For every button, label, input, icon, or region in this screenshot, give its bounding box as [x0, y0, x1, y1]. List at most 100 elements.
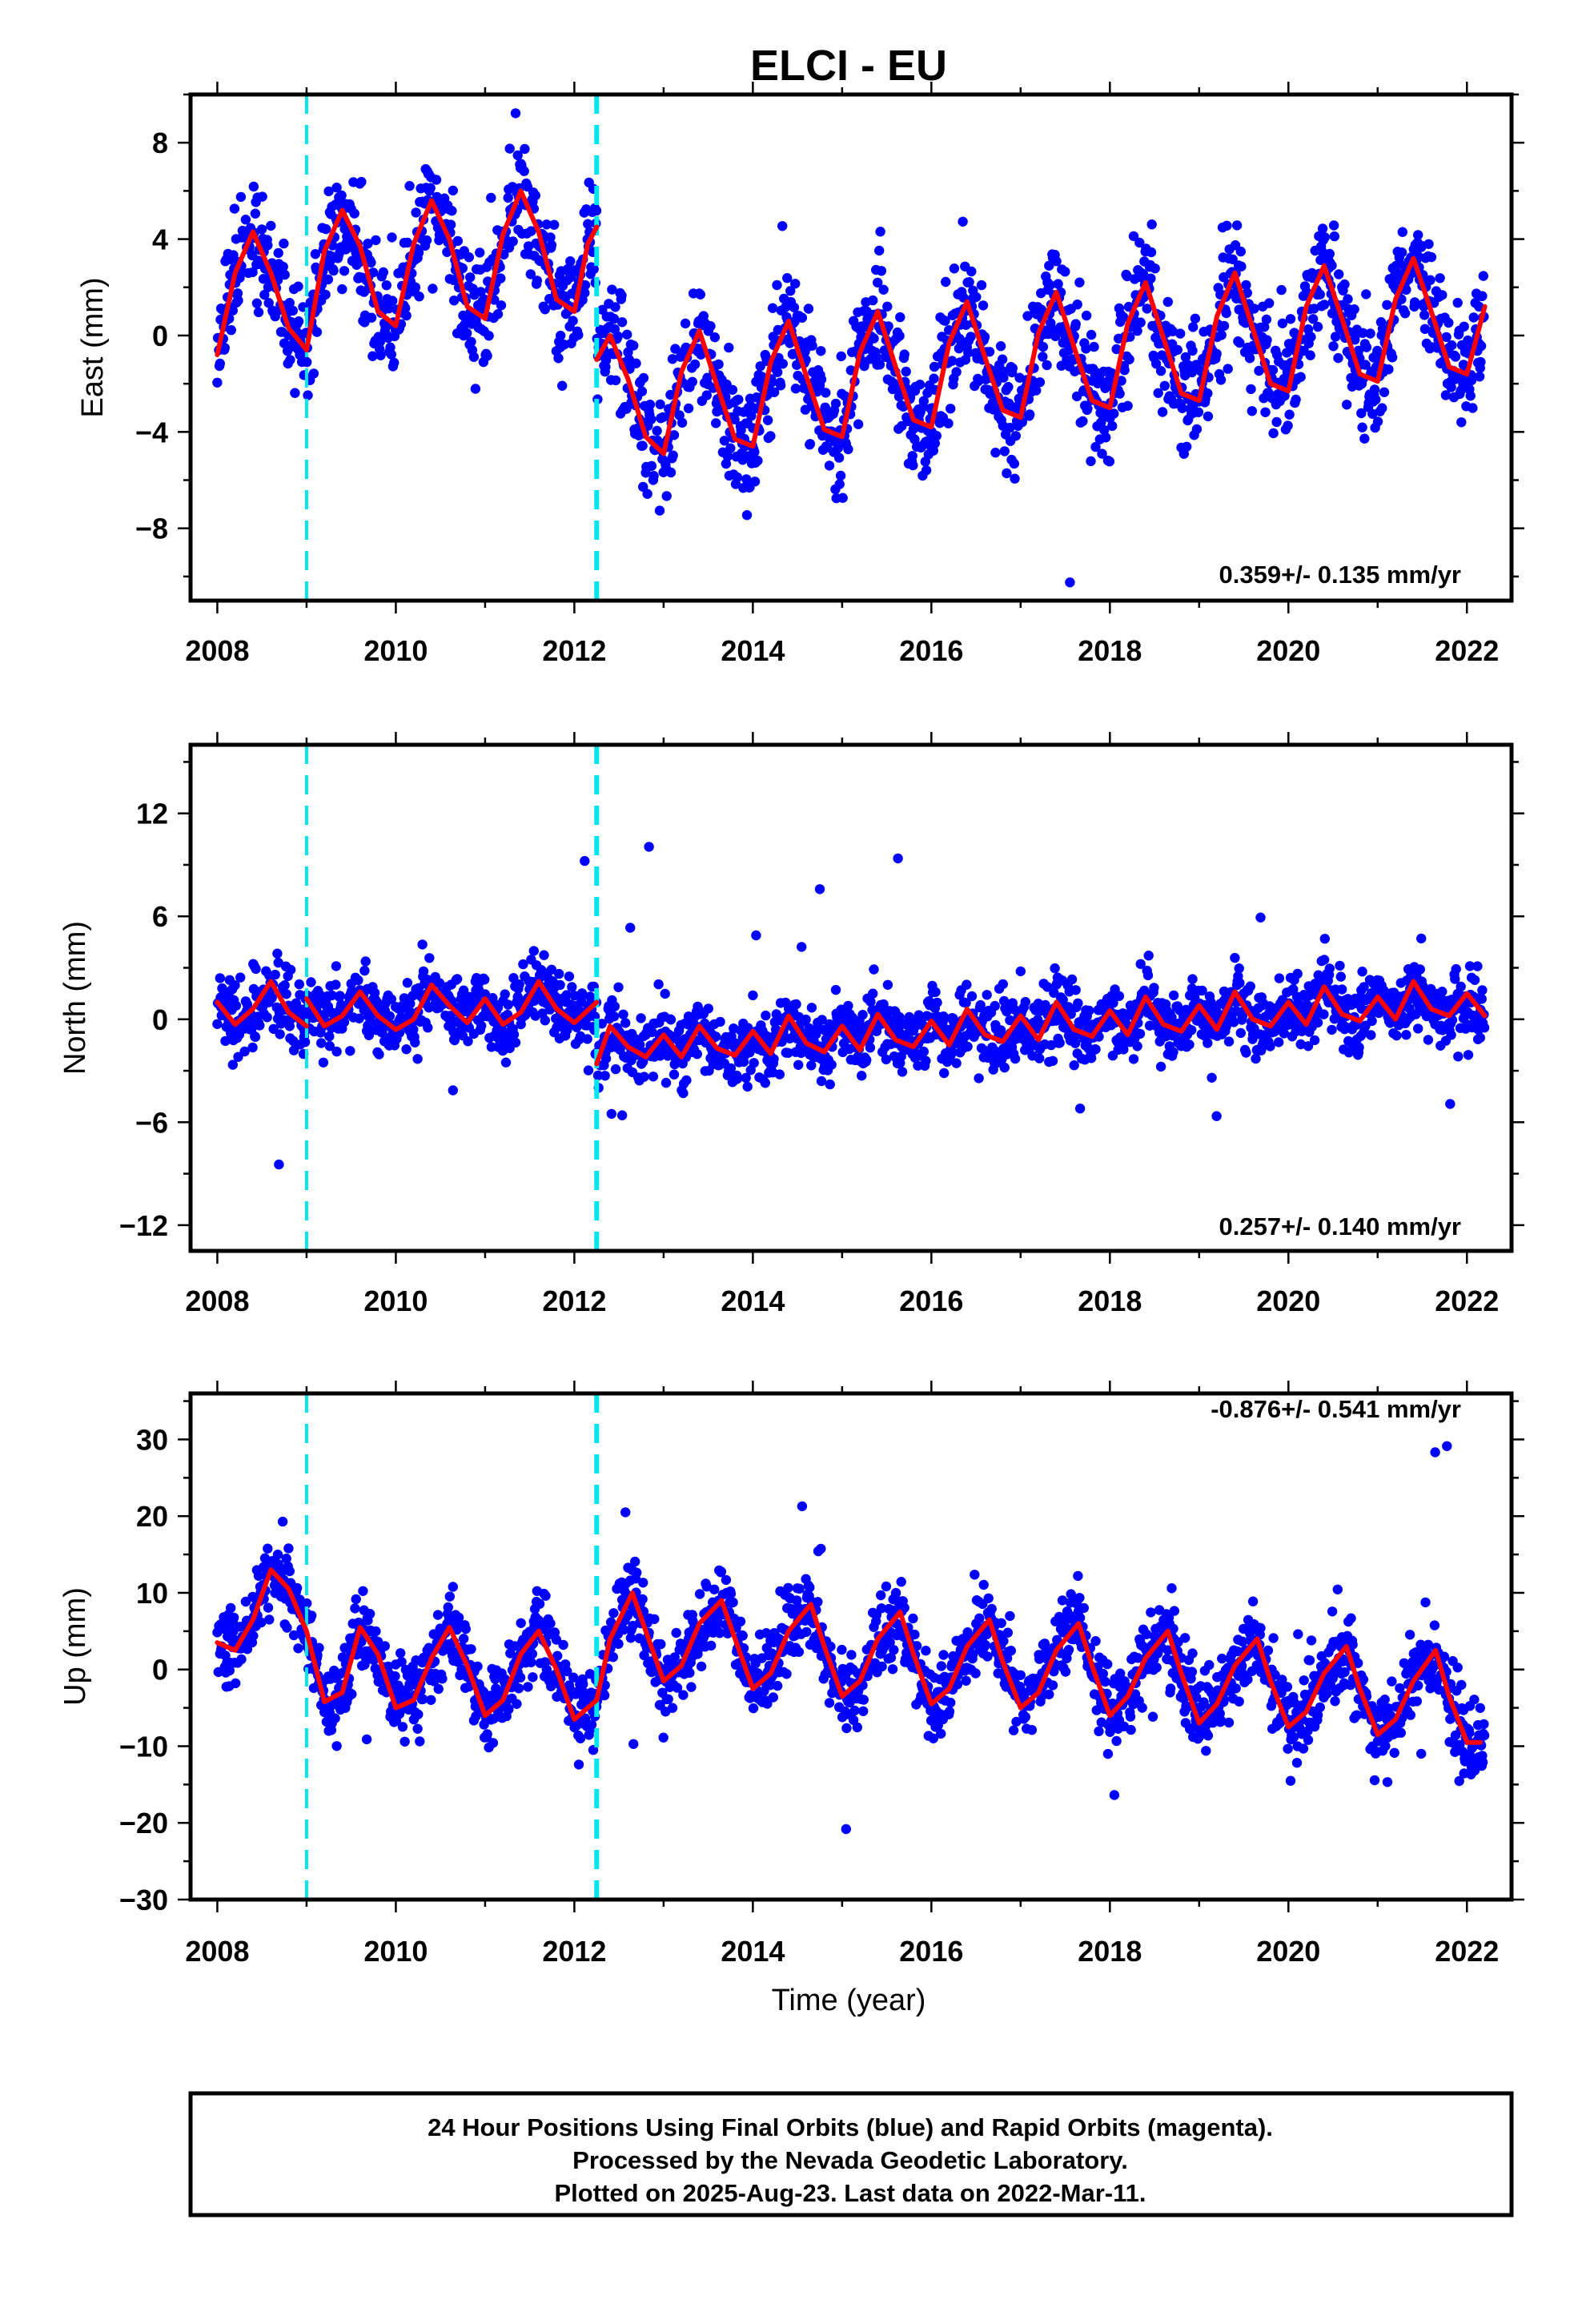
- data-point: [1047, 1055, 1058, 1067]
- data-point: [1175, 328, 1186, 339]
- data-point: [330, 1713, 340, 1723]
- data-point: [1354, 1042, 1364, 1053]
- data-point: [1456, 981, 1466, 992]
- data-point: [448, 1582, 458, 1592]
- data-point: [546, 964, 557, 975]
- data-point: [518, 959, 528, 970]
- data-point: [580, 287, 590, 298]
- data-point: [384, 1011, 395, 1022]
- data-point: [568, 316, 578, 326]
- data-point: [1465, 391, 1476, 401]
- data-point: [1155, 1061, 1166, 1072]
- data-point: [1063, 345, 1074, 356]
- data-point: [248, 181, 259, 192]
- data-point: [299, 1037, 311, 1047]
- data-point: [1134, 1028, 1146, 1039]
- data-point: [1034, 1053, 1045, 1063]
- data-point: [1446, 1030, 1456, 1040]
- data-point: [347, 1689, 357, 1699]
- data-point: [1288, 984, 1299, 995]
- data-point: [791, 999, 801, 1010]
- data-point: [1168, 990, 1179, 1001]
- data-point: [387, 232, 397, 243]
- data-point: [452, 974, 463, 984]
- data-point: [939, 1068, 950, 1079]
- data-point: [1474, 301, 1484, 312]
- data-point: [1305, 350, 1315, 360]
- data-point: [484, 331, 494, 341]
- data-point: [1337, 984, 1347, 995]
- data-point: [966, 332, 976, 342]
- data-point: [466, 336, 476, 347]
- data-point: [790, 384, 801, 394]
- data-point: [530, 190, 540, 201]
- data-point: [212, 377, 223, 388]
- data-point: [1377, 403, 1387, 413]
- data-point: [247, 1042, 258, 1053]
- data-point: [328, 265, 339, 276]
- data-point: [1453, 1051, 1464, 1062]
- data-point: [713, 359, 724, 370]
- data-point: [367, 267, 379, 278]
- data-point: [816, 374, 827, 384]
- data-point: [661, 1077, 672, 1088]
- data-point: [443, 1602, 453, 1613]
- rate-label: 0.257+/- 0.140 mm/yr: [1219, 1212, 1461, 1240]
- data-point: [1260, 407, 1271, 417]
- data-point: [646, 460, 657, 471]
- data-point: [1419, 310, 1430, 320]
- data-point: [263, 1543, 273, 1554]
- y-tick-label: 4: [152, 223, 168, 256]
- data-point: [351, 1594, 361, 1605]
- data-point: [1050, 963, 1060, 974]
- data-point: [417, 939, 428, 950]
- data-point: [508, 1029, 520, 1040]
- data-point: [235, 191, 247, 203]
- data-point: [741, 474, 752, 485]
- data-point: [1366, 1030, 1376, 1040]
- data-point: [998, 995, 1010, 1007]
- data-point: [1468, 312, 1479, 323]
- data-point: [1128, 231, 1139, 242]
- data-point: [1193, 407, 1204, 417]
- data-point: [426, 1695, 436, 1705]
- data-point: [982, 990, 992, 1000]
- data-point: [1437, 987, 1447, 997]
- data-point: [816, 1076, 827, 1087]
- data-point: [769, 387, 780, 397]
- x-tick-label: 2018: [1078, 634, 1142, 667]
- data-point: [630, 1556, 640, 1567]
- data-point: [231, 1000, 242, 1011]
- data-point: [1084, 1005, 1094, 1016]
- data-point: [504, 143, 515, 154]
- x-tick-label: 2012: [542, 634, 606, 667]
- data-point: [359, 965, 370, 976]
- data-point: [500, 1057, 512, 1068]
- data-point: [1211, 1111, 1222, 1121]
- data-point: [1415, 964, 1426, 975]
- data-point: [777, 359, 788, 369]
- data-point: [974, 1073, 984, 1084]
- data-point: [1426, 251, 1437, 263]
- data-point: [1010, 431, 1022, 441]
- data-point: [1182, 441, 1192, 452]
- data-point: [1261, 314, 1272, 325]
- data-point: [962, 1041, 973, 1052]
- data-point: [1391, 260, 1401, 271]
- data-point: [1007, 363, 1018, 373]
- data-point: [540, 304, 550, 315]
- data-point: [412, 1723, 423, 1734]
- x-tick-label: 2016: [899, 634, 963, 667]
- data-point: [1135, 317, 1146, 328]
- data-point: [951, 367, 962, 377]
- data-point: [1328, 220, 1339, 231]
- data-point: [458, 1634, 469, 1644]
- data-point: [861, 1055, 872, 1065]
- data-point: [1423, 1035, 1434, 1045]
- data-point: [429, 1676, 440, 1687]
- data-point: [652, 425, 662, 436]
- data-point: [1132, 1041, 1142, 1051]
- data-point: [865, 996, 876, 1007]
- data-point: [1452, 297, 1463, 308]
- data-point: [767, 303, 778, 313]
